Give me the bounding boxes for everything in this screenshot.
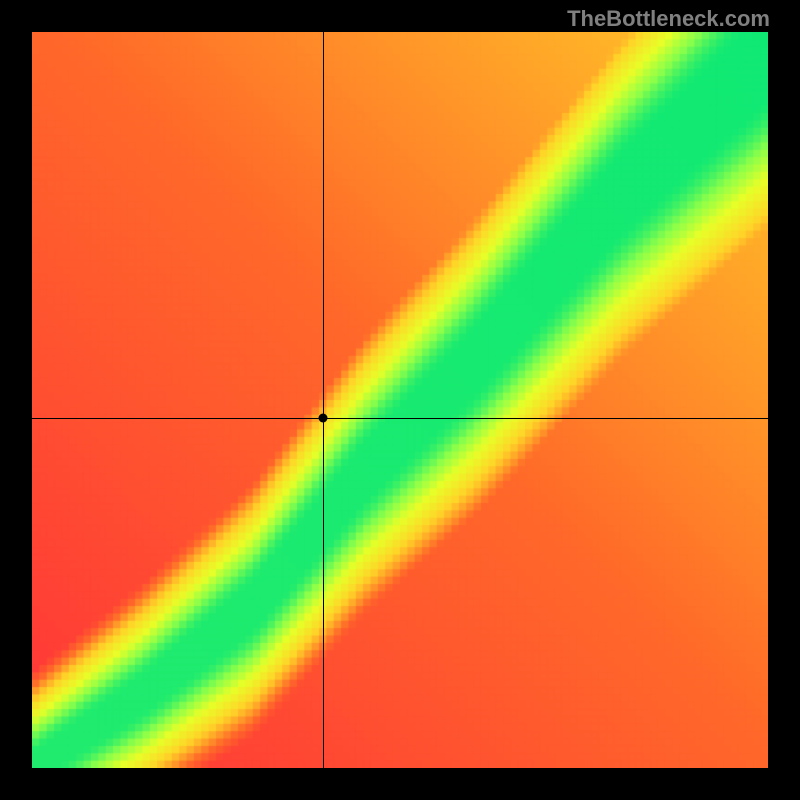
watermark-text: TheBottleneck.com	[567, 6, 770, 32]
crosshair-dot	[318, 414, 327, 423]
crosshair-vertical	[323, 32, 324, 768]
heatmap-canvas	[32, 32, 768, 768]
crosshair-horizontal	[32, 418, 768, 419]
heatmap-plot	[32, 32, 768, 768]
